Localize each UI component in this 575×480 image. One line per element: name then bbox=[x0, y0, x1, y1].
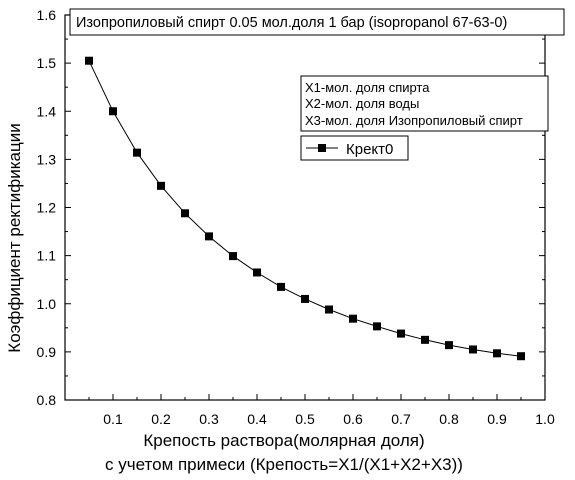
note-x2: X2-мол. доля воды bbox=[305, 96, 419, 111]
chart-title: Изопропиловый спирт 0.05 мол.доля 1 бар … bbox=[76, 15, 507, 31]
data-point bbox=[325, 305, 333, 314]
data-point bbox=[157, 181, 165, 190]
data-point bbox=[229, 252, 237, 261]
y-tick-label: 1.3 bbox=[37, 151, 57, 167]
y-tick-label: 0.9 bbox=[37, 344, 57, 360]
series-crect0 bbox=[85, 56, 525, 361]
y-tick-label: 1.2 bbox=[37, 200, 57, 216]
data-point bbox=[133, 148, 141, 157]
data-point bbox=[277, 282, 285, 291]
axis-ticks: 0.1 0.2 0.3 0.4 0.5 0.6 0.7 0.8 0.9 1.0 0.8 0.9 1.0 1… bbox=[37, 7, 555, 427]
x-tick-label: 0.4 bbox=[247, 411, 267, 427]
data-point bbox=[493, 349, 501, 358]
y-tick-label: 1.1 bbox=[37, 248, 57, 264]
x-tick-label: 0.7 bbox=[391, 411, 411, 427]
y-tick-label: 1.5 bbox=[37, 55, 57, 71]
x-tick-label: 0.8 bbox=[439, 411, 459, 427]
x-tick-label: 0.6 bbox=[343, 411, 363, 427]
note-x1: X1-мол. доля спирта bbox=[305, 80, 430, 95]
data-point bbox=[181, 209, 189, 218]
data-point bbox=[349, 314, 357, 323]
x-tick-label: 0.3 bbox=[199, 411, 219, 427]
y-tick-label: 1.4 bbox=[37, 103, 57, 119]
y-axis-title: Коэффициент ректификации bbox=[5, 123, 24, 352]
x-tick-label: 0.1 bbox=[103, 411, 123, 427]
plot-frame bbox=[64, 14, 546, 401]
data-point bbox=[109, 107, 117, 116]
y-tick-label: 1.0 bbox=[37, 296, 57, 312]
data-point bbox=[469, 345, 477, 354]
data-point bbox=[85, 56, 93, 65]
data-point bbox=[397, 329, 405, 338]
title-box bbox=[69, 8, 565, 36]
data-point bbox=[445, 341, 453, 350]
data-point bbox=[421, 335, 429, 344]
legend-marker bbox=[318, 144, 326, 152]
data-point bbox=[253, 268, 261, 277]
data-point bbox=[205, 232, 213, 241]
x-axis-title-line1: Крепость раствора(молярная доля) bbox=[143, 431, 424, 450]
y-tick-label: 0.8 bbox=[37, 392, 57, 408]
x-tick-label: 0.2 bbox=[151, 411, 171, 427]
y-tick-label: 1.6 bbox=[37, 7, 57, 23]
legend-label: Крект0 bbox=[346, 141, 393, 158]
x-axis-title-line2: с учетом примеси (Крепость=X1/(X1+X2+X3)… bbox=[105, 455, 463, 474]
x-tick-label: 0.9 bbox=[487, 411, 507, 427]
data-point bbox=[301, 294, 309, 303]
x-tick-label: 0.5 bbox=[295, 411, 315, 427]
note-x3: X3-мол. доля Изопропиловый спирт bbox=[305, 113, 523, 128]
x-tick-label: 1.0 bbox=[535, 411, 555, 427]
notes-box bbox=[300, 75, 549, 132]
data-point bbox=[373, 322, 381, 331]
data-point bbox=[517, 352, 525, 361]
